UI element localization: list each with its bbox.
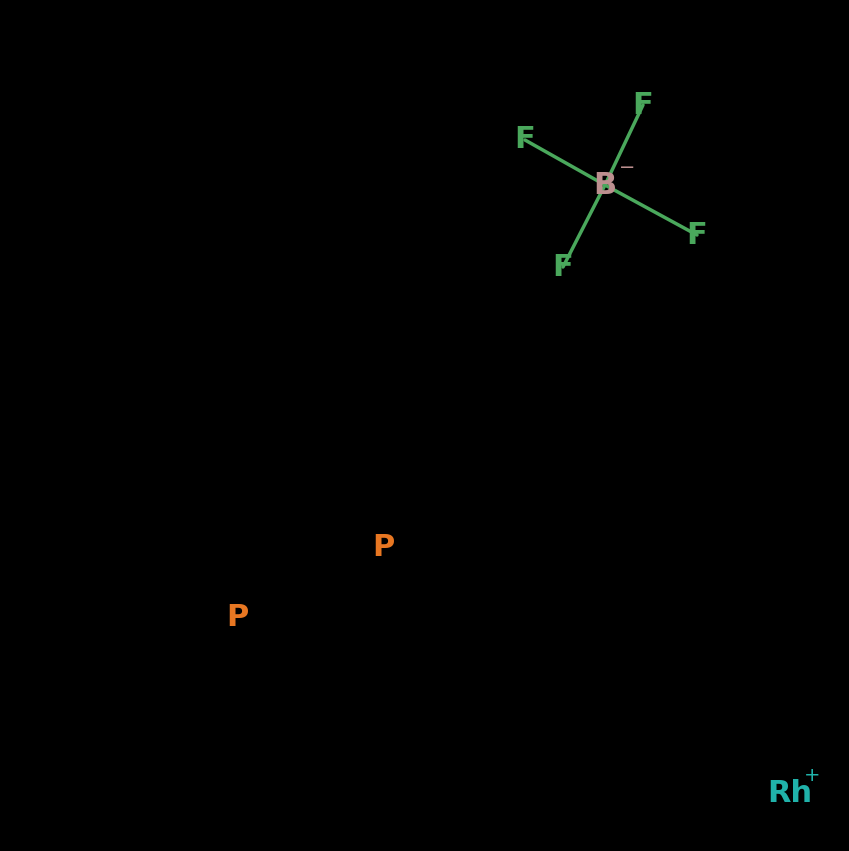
- Text: B: B: [593, 170, 616, 199]
- Text: −: −: [619, 158, 635, 178]
- Text: F: F: [687, 220, 707, 249]
- Text: P: P: [226, 603, 248, 632]
- Text: P: P: [372, 533, 394, 562]
- Text: F: F: [553, 253, 573, 282]
- Text: +: +: [804, 767, 820, 785]
- Text: Rh: Rh: [767, 779, 812, 808]
- Text: F: F: [633, 90, 654, 119]
- Text: F: F: [514, 125, 536, 155]
